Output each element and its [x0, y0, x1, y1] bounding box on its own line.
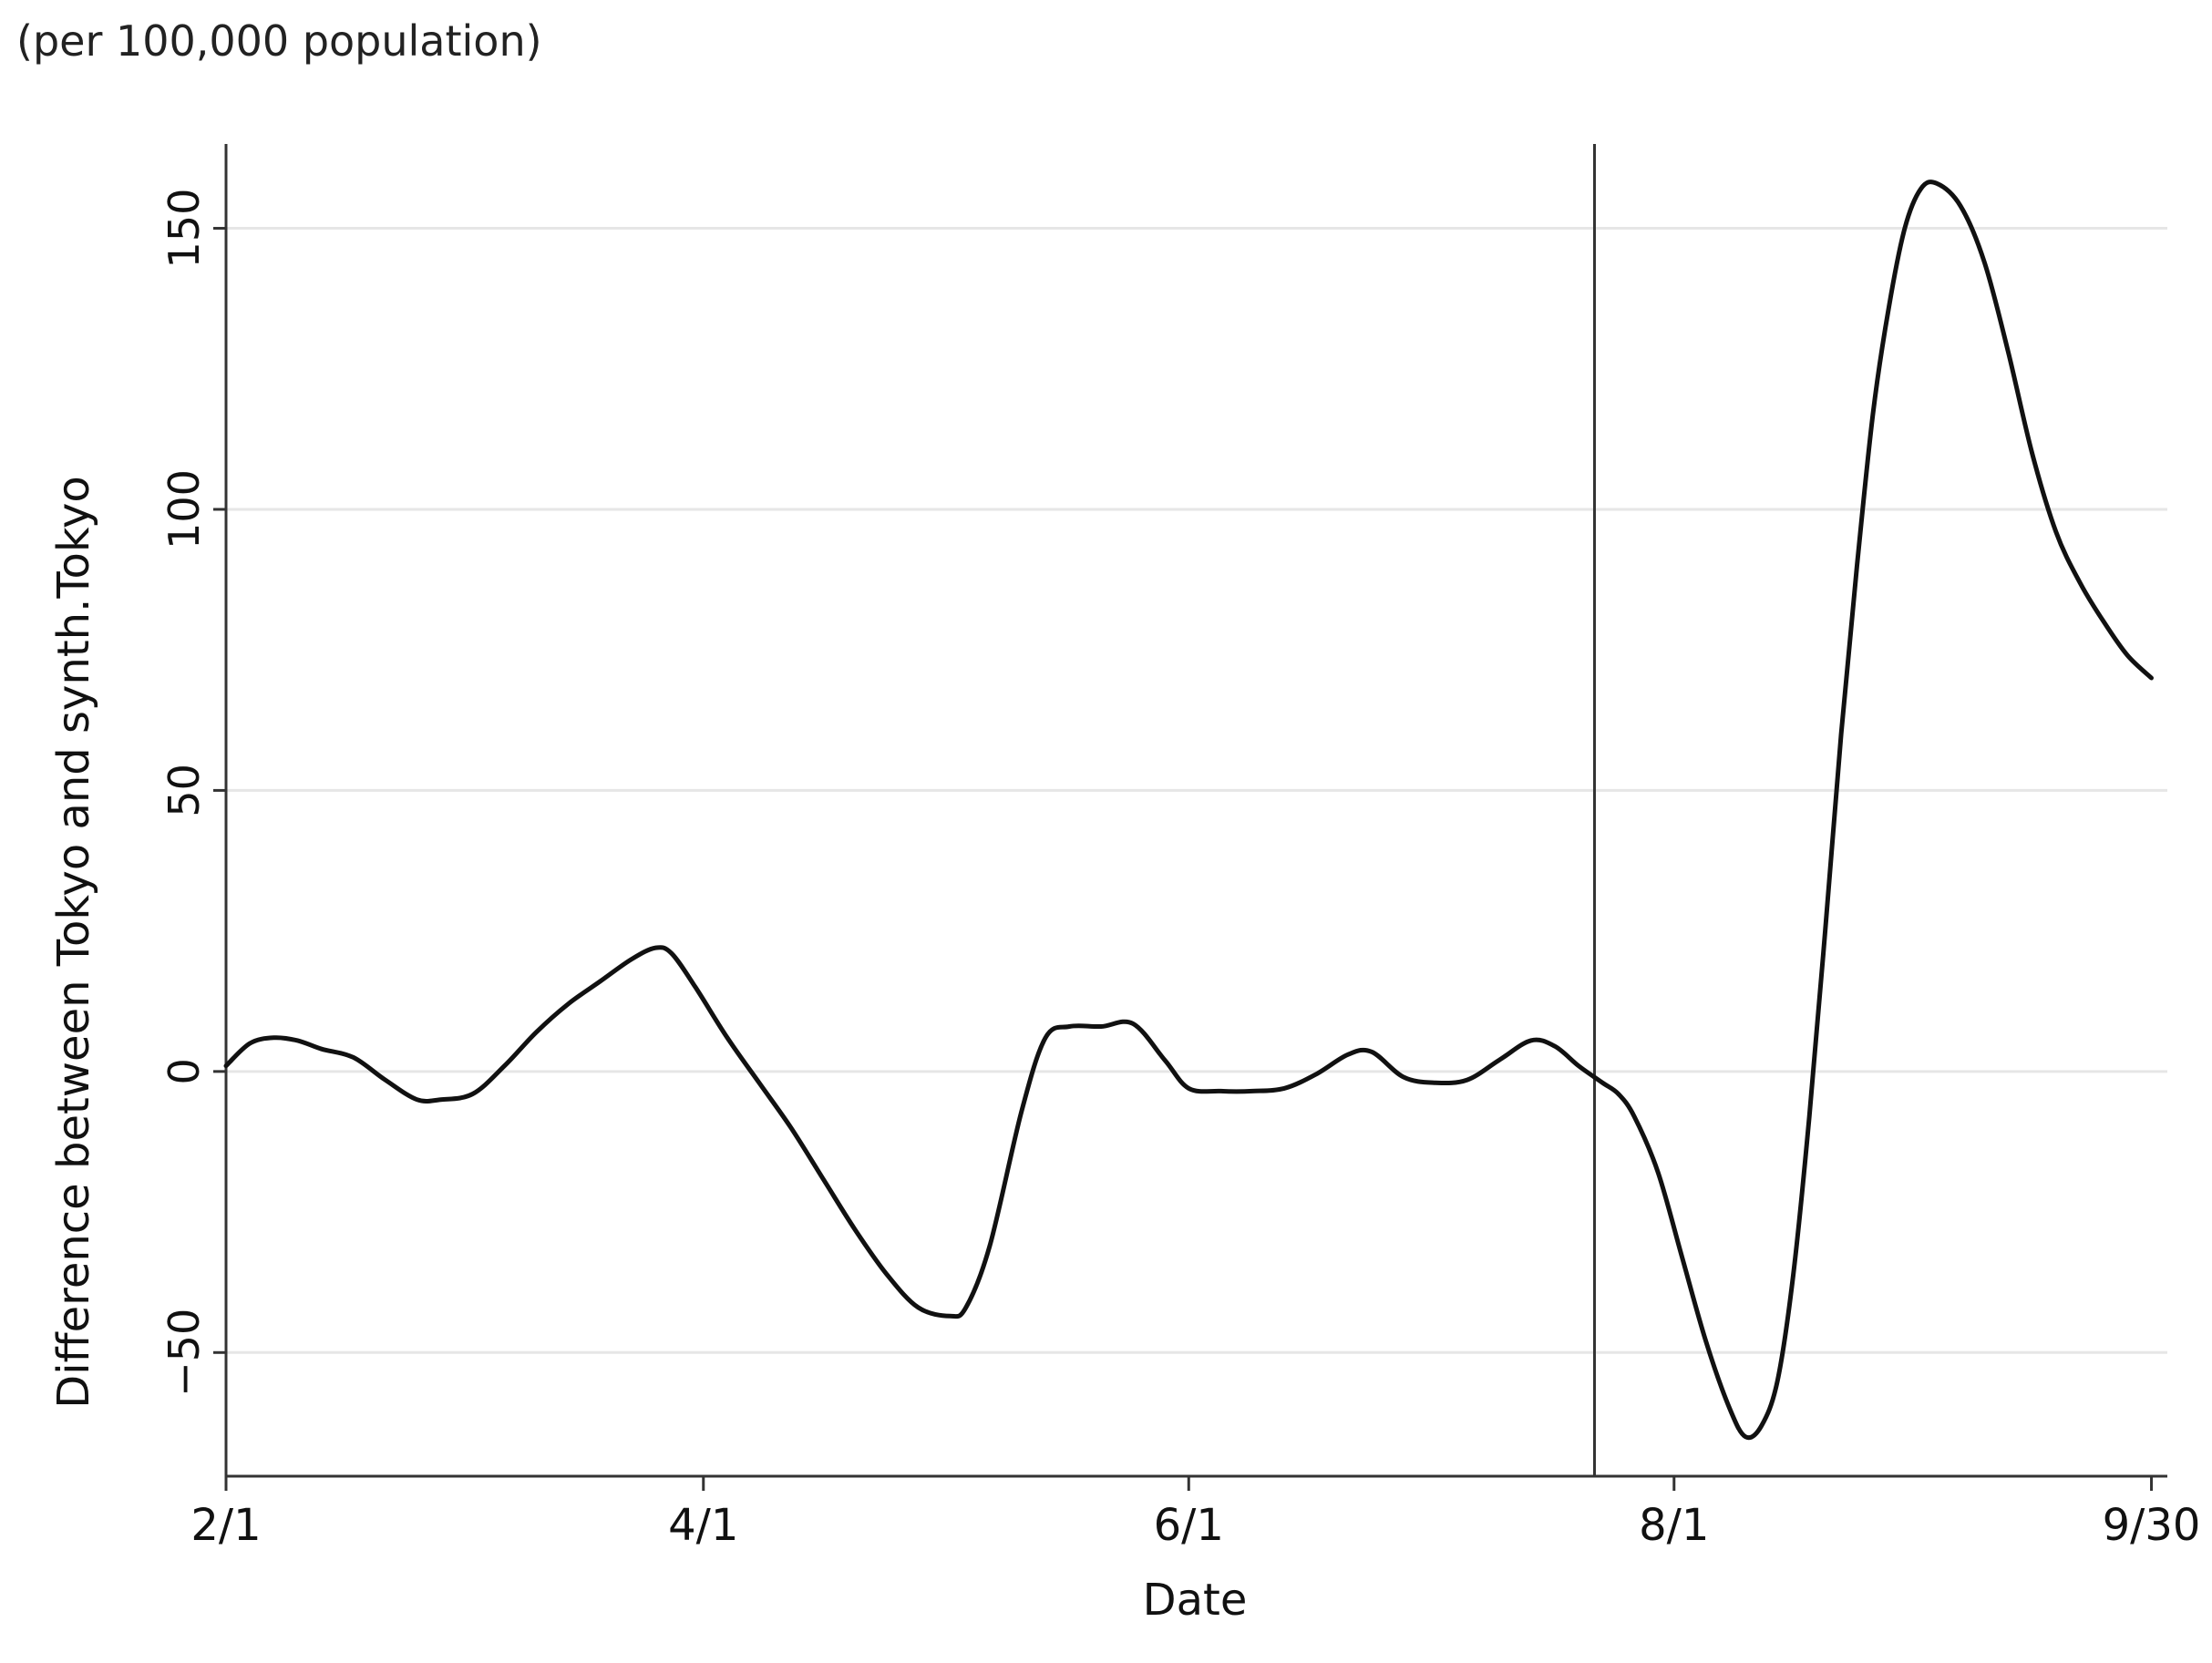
- grid-layer: [226, 227, 2167, 1354]
- series-line: [223, 180, 2154, 1441]
- x-tick-label: 2/1: [190, 1500, 261, 1551]
- x-tick-label: 9/30: [2103, 1500, 2201, 1551]
- y-tick-label: −50: [159, 1309, 209, 1397]
- y-tick-label: 100: [159, 469, 209, 549]
- y-tick-label: 150: [159, 189, 209, 269]
- x-tick-label: 4/1: [668, 1500, 738, 1551]
- series-layer: [223, 180, 2154, 1441]
- axes-layer: [213, 144, 2167, 1491]
- y-axis-title: Difference between Tokyo and synth.Tokyo: [48, 476, 99, 1408]
- unit-note: (per 100,000 population): [16, 16, 542, 66]
- x-axis-title: Date: [1143, 1575, 1248, 1626]
- y-tick-label: 0: [159, 1058, 209, 1084]
- y-tick-labels: −50 0 50 100 150: [159, 189, 209, 1397]
- x-tick-labels: 2/1 4/1 6/1 8/1 9/30: [190, 1500, 2200, 1551]
- x-tick-label: 8/1: [1639, 1500, 1709, 1551]
- x-tick-label: 6/1: [1154, 1500, 1224, 1551]
- y-tick-label: 50: [159, 764, 209, 817]
